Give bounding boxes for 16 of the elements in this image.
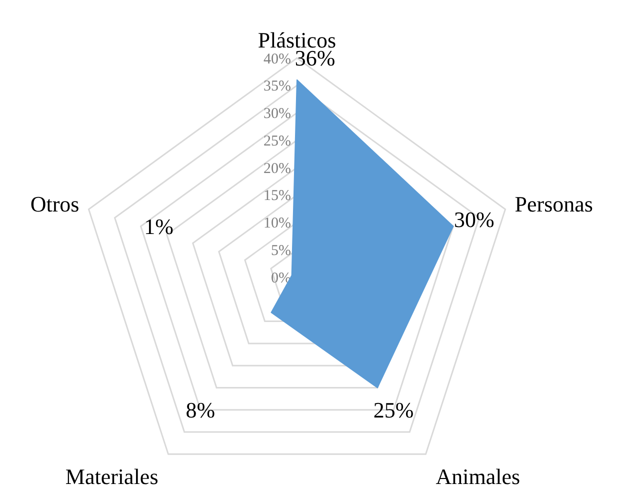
text: 1% — [144, 214, 174, 239]
y-tick-label: 20% — [264, 160, 291, 177]
spoke-label: Animales — [436, 464, 520, 488]
spoke-label: Personas — [514, 191, 594, 216]
text: 30% — [454, 207, 494, 232]
y-tick-label: 35% — [264, 78, 291, 95]
y-tick-label: 5% — [271, 242, 291, 259]
y-tick-label: 30% — [264, 106, 291, 122]
y-tick-label: 40% — [264, 51, 291, 68]
spoke-label: Materiales — [65, 464, 158, 488]
spoke-label: Otros — [30, 191, 80, 216]
y-tick-label: 15% — [264, 188, 291, 204]
y-tick-label: 10% — [264, 216, 291, 232]
text: 25% — [373, 398, 414, 423]
y-tick-label: 25% — [264, 133, 291, 150]
text: 8% — [186, 398, 216, 423]
